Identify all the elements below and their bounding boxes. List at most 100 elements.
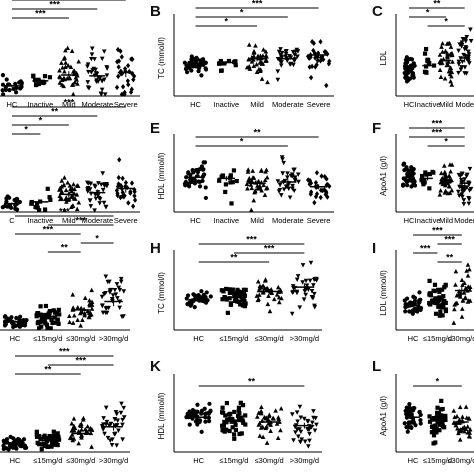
data-point xyxy=(116,174,121,181)
data-point xyxy=(449,187,455,193)
data-point xyxy=(306,427,312,433)
data-point xyxy=(199,408,205,413)
data-point xyxy=(231,168,237,173)
data-point xyxy=(71,313,77,318)
data-point xyxy=(224,286,229,292)
data-point xyxy=(238,400,243,405)
data-point xyxy=(238,302,243,307)
data-point xyxy=(290,183,295,189)
series-points xyxy=(400,161,418,189)
data-point xyxy=(297,305,303,310)
data-point xyxy=(199,289,204,294)
data-point xyxy=(312,291,317,297)
data-point xyxy=(199,164,205,169)
data-point xyxy=(227,428,232,434)
data-point xyxy=(440,175,445,181)
data-point xyxy=(115,183,121,190)
data-point xyxy=(98,182,104,187)
data-point xyxy=(72,79,78,85)
data-point xyxy=(403,408,408,413)
data-point xyxy=(57,193,63,198)
data-point xyxy=(186,184,192,189)
x-tick-label: ≤15mg/d xyxy=(219,334,248,343)
data-point xyxy=(438,295,444,301)
data-point xyxy=(201,160,206,165)
data-point xyxy=(4,77,9,82)
x-tick-label: >30mg/d xyxy=(290,334,319,343)
data-point xyxy=(457,292,463,297)
data-point xyxy=(459,177,464,183)
data-point xyxy=(118,194,123,201)
data-point xyxy=(278,47,283,52)
data-point xyxy=(296,179,301,185)
data-point xyxy=(307,278,313,283)
data-point xyxy=(235,299,240,304)
data-point xyxy=(230,425,235,430)
data-point xyxy=(451,420,457,425)
data-point xyxy=(104,419,110,425)
data-point xyxy=(457,417,462,422)
y-axis-label: TC (mmol/l) xyxy=(157,37,166,79)
data-point xyxy=(101,291,107,297)
data-point xyxy=(49,444,54,449)
data-point xyxy=(185,411,190,417)
data-point xyxy=(222,419,227,424)
series-points xyxy=(402,290,424,316)
data-point xyxy=(38,437,43,442)
data-point xyxy=(102,182,108,187)
data-point xyxy=(467,266,472,272)
data-point xyxy=(53,320,58,325)
x-tick-label: >30mg/d xyxy=(290,456,319,465)
data-point xyxy=(34,434,40,439)
data-point xyxy=(115,418,120,423)
data-point xyxy=(242,304,248,309)
data-point xyxy=(50,320,55,326)
data-point xyxy=(263,415,268,421)
data-point xyxy=(251,53,257,59)
data-point xyxy=(466,298,472,303)
data-point xyxy=(44,322,50,327)
data-point xyxy=(276,49,282,55)
data-point xyxy=(431,433,437,438)
data-point xyxy=(464,415,470,420)
data-point xyxy=(322,49,327,55)
data-point xyxy=(460,171,465,177)
data-point xyxy=(311,409,316,414)
data-point xyxy=(79,309,85,315)
data-point xyxy=(73,75,79,80)
data-point xyxy=(0,88,5,93)
data-point xyxy=(101,200,107,206)
significance-label: *** xyxy=(75,356,86,366)
data-point xyxy=(7,88,12,93)
data-point xyxy=(433,427,438,432)
data-point xyxy=(321,56,326,63)
data-point xyxy=(255,279,261,284)
data-point xyxy=(74,70,79,76)
series-points xyxy=(419,169,436,191)
data-point xyxy=(70,82,76,87)
data-point xyxy=(263,58,269,64)
data-point xyxy=(410,301,415,306)
data-point xyxy=(82,313,87,318)
data-point xyxy=(254,293,260,298)
data-point xyxy=(251,50,257,55)
data-point xyxy=(233,63,238,68)
data-point xyxy=(47,75,53,80)
y-axis-label: ApoA1 (g/l) xyxy=(379,156,388,196)
data-point xyxy=(303,292,309,298)
data-point xyxy=(94,79,99,84)
data-point xyxy=(254,62,259,67)
significance-label: ** xyxy=(254,128,262,138)
data-point xyxy=(281,160,287,166)
data-point xyxy=(298,415,304,420)
data-point xyxy=(92,183,97,189)
data-point xyxy=(225,310,230,315)
data-point xyxy=(126,200,131,206)
data-point xyxy=(456,59,462,65)
data-point xyxy=(190,179,195,184)
data-point xyxy=(291,438,296,443)
data-point xyxy=(236,408,241,413)
panel-letter-b: B xyxy=(150,3,161,20)
data-point xyxy=(119,314,125,320)
y-axis-label: HDL (mmol/l) xyxy=(157,152,166,199)
